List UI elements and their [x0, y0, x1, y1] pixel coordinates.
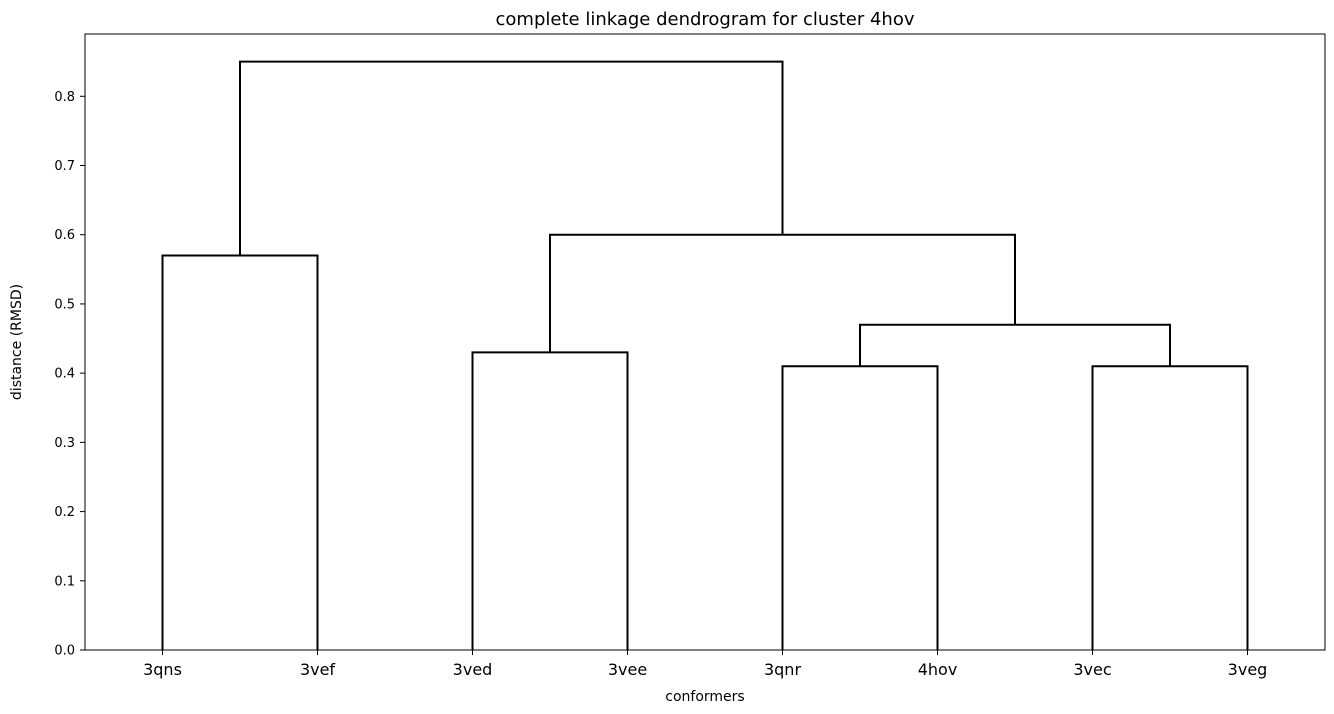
dendrogram-link-0 — [161, 254, 319, 650]
leaf-label-3vec: 3vec — [1073, 660, 1111, 679]
dendrogram-link-3 — [1091, 365, 1249, 650]
y-tick-label: 0.5 — [54, 297, 75, 312]
leaf-label-3ved: 3ved — [453, 660, 493, 679]
leaf-label-3vef: 3vef — [300, 660, 335, 679]
y-axis: 0.0 0.1 0.2 0.3 0.4 0.5 0.6 0.7 0.8 — [54, 90, 85, 659]
y-tick-label: 0.0 — [54, 644, 75, 659]
chart-title: complete linkage dendrogram for cluster … — [496, 9, 915, 30]
y-tick-label: 0.1 — [54, 574, 75, 589]
y-axis-label: distance (RMSD) — [9, 284, 25, 400]
dendrogram-link-1 — [471, 351, 629, 650]
leaf-label-4hov: 4hov — [918, 660, 958, 679]
x-axis-label: conformers — [665, 689, 744, 705]
y-tick-label: 0.3 — [54, 436, 75, 451]
dendrogram-link-2 — [781, 365, 939, 650]
plot-frame — [84, 33, 1326, 651]
dendrogram-link-6 — [239, 60, 784, 256]
y-tick-label: 0.7 — [54, 159, 75, 174]
y-tick-label: 0.8 — [54, 90, 75, 105]
leaf-label-3qnr: 3qnr — [764, 660, 801, 679]
y-tick-label: 0.4 — [54, 367, 75, 382]
x-axis: 3qns 3vef 3ved 3vee 3qnr 4hov 3vec 3veg — [143, 650, 1267, 679]
leaf-label-3qns: 3qns — [143, 660, 182, 679]
leaf-label-3vee: 3vee — [608, 660, 647, 679]
leaf-label-3veg: 3veg — [1228, 660, 1268, 679]
y-tick-label: 0.6 — [54, 228, 75, 243]
dendrogram-links — [161, 60, 1249, 650]
dendrogram-link-5 — [549, 233, 1016, 353]
y-tick-label: 0.2 — [54, 505, 75, 520]
dendrogram-link-4 — [859, 323, 1171, 367]
